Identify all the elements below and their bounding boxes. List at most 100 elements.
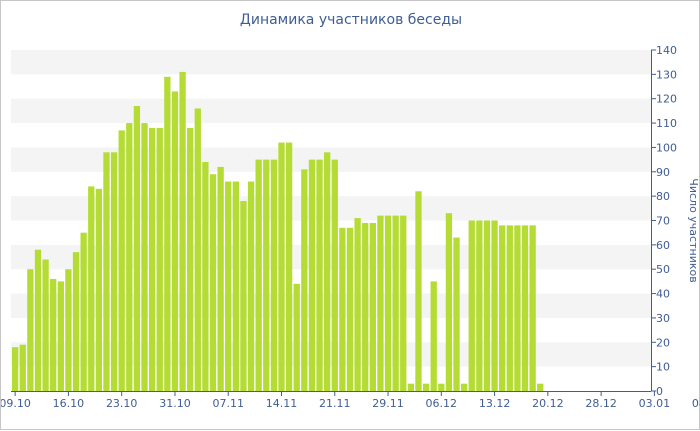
bar <box>331 159 338 391</box>
x-tick-labels: 09.10 16.10 23.10 31.10 07.11 14.11 21.11 29.11… <box>1 391 700 410</box>
x-tick-label: 06.12 <box>426 397 458 410</box>
x-tick-label: 14.11 <box>266 397 298 410</box>
x-tick-label: 16.10 <box>53 397 85 410</box>
bar <box>407 383 415 391</box>
bar <box>42 259 49 391</box>
bar <box>263 159 270 391</box>
bar <box>171 91 179 391</box>
grid-band <box>11 98 651 124</box>
x-tick-label: 07.11 <box>212 397 244 410</box>
bar <box>19 344 26 391</box>
bar <box>346 227 354 391</box>
bar <box>392 215 399 391</box>
bar <box>148 127 156 391</box>
y-tick-label: 130 <box>656 68 677 81</box>
bar <box>12 347 19 391</box>
bar <box>362 222 369 391</box>
bar <box>301 169 308 391</box>
bar <box>354 218 361 391</box>
bar <box>72 252 80 391</box>
bar <box>133 106 141 392</box>
bar <box>179 71 186 392</box>
bar <box>194 108 201 392</box>
bar <box>468 220 475 391</box>
bar <box>293 283 300 391</box>
y-tick-label: 0 <box>656 385 663 398</box>
y-tick-label: 70 <box>656 215 670 228</box>
bar <box>80 232 87 391</box>
grid-band <box>11 147 651 172</box>
bar <box>521 225 529 391</box>
bar <box>529 225 536 391</box>
bar <box>270 159 278 391</box>
y-tick-label: 20 <box>656 336 670 349</box>
bar <box>209 174 217 391</box>
bar <box>476 220 483 391</box>
bar <box>316 159 323 391</box>
y-axis-label: Число участников <box>687 178 700 282</box>
x-tick-label: 13.12 <box>479 397 511 410</box>
bar <box>103 152 110 391</box>
bar <box>415 191 422 391</box>
y-tick-label: 50 <box>656 263 670 276</box>
bar <box>499 225 506 391</box>
bar <box>285 142 293 391</box>
bar <box>57 281 64 391</box>
y-tick-label: 60 <box>656 239 670 252</box>
x-tick-label: 29.11 <box>372 397 404 410</box>
bar <box>537 383 544 391</box>
chart-title: Динамика участников беседы <box>239 12 463 28</box>
y-tick-label: 100 <box>656 141 677 154</box>
y-tick-label: 110 <box>656 117 677 130</box>
x-tick-label: 23.10 <box>106 397 138 410</box>
grid-bands <box>11 50 651 367</box>
bar <box>34 249 42 391</box>
y-tick-label: 120 <box>656 93 677 106</box>
x-tick-label: 21.11 <box>319 397 351 410</box>
y-tick-label: 90 <box>656 166 670 179</box>
x-tick-label: 28.12 <box>585 397 617 410</box>
grid-band <box>11 50 651 75</box>
bar <box>438 383 445 391</box>
bar <box>88 186 95 391</box>
x-tick-label: 31.10 <box>159 397 191 410</box>
bar <box>50 278 57 391</box>
bar <box>483 220 491 391</box>
y-tick-label: 10 <box>656 361 670 374</box>
bar <box>308 159 316 391</box>
bar <box>141 123 148 391</box>
bar <box>460 383 468 391</box>
bar <box>164 76 171 391</box>
y-tick-label: 80 <box>656 190 670 203</box>
bar <box>278 142 285 391</box>
bar <box>369 222 376 391</box>
bars <box>12 71 544 392</box>
bar <box>240 201 247 391</box>
bar <box>339 227 346 391</box>
bar <box>400 215 407 391</box>
bar <box>232 181 239 391</box>
bar <box>324 152 331 391</box>
y-tick-labels: 0 10 20 30 40 50 60 70 80 90 100 110 120 130 140 <box>651 44 677 398</box>
bar <box>202 162 209 391</box>
grid-band <box>11 196 651 221</box>
bar <box>506 225 513 391</box>
bar <box>384 215 392 391</box>
bar <box>422 383 430 391</box>
bar <box>27 269 34 391</box>
grid-band <box>11 293 651 318</box>
x-tick-label: 08.01 <box>692 397 700 410</box>
bar <box>217 166 224 391</box>
bar <box>514 225 521 391</box>
bar <box>65 269 72 391</box>
bar <box>247 181 255 391</box>
y-tick-label: 30 <box>656 312 670 325</box>
bar <box>110 152 118 391</box>
bar <box>453 237 460 391</box>
x-tick-label: 03.01 <box>639 397 671 410</box>
bar <box>491 220 498 391</box>
bar <box>118 130 125 391</box>
x-tick-label: 20.12 <box>532 397 564 410</box>
